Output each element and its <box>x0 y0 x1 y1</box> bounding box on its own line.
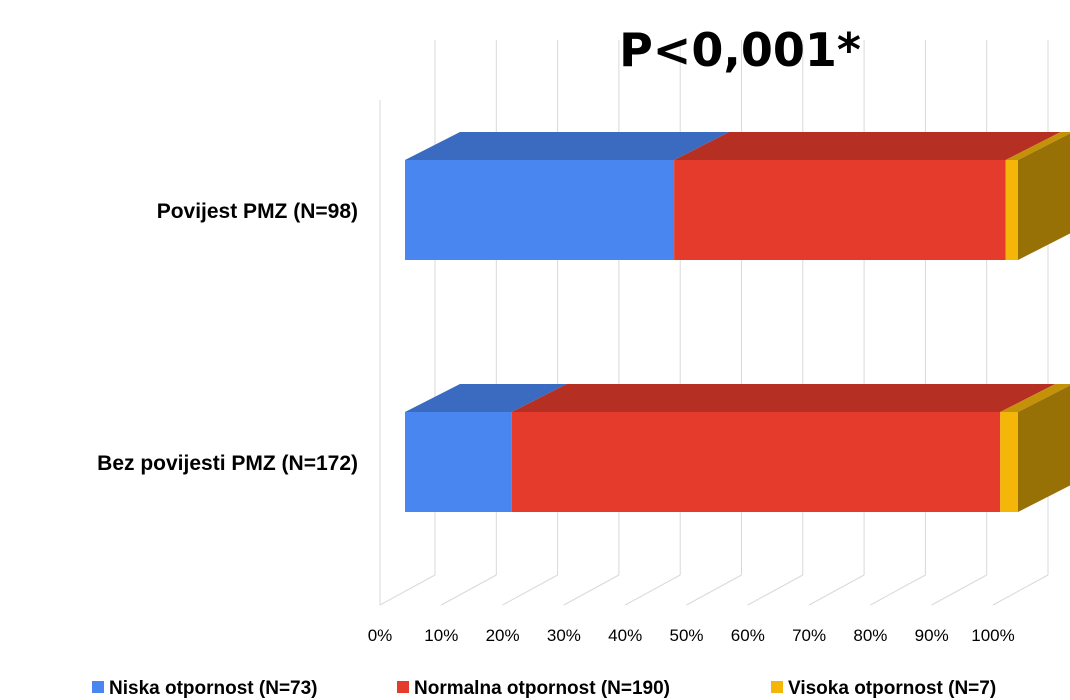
grid-floor-line <box>563 574 620 606</box>
legend: Niska otpornost (N=73) Normalna otpornost… <box>92 678 996 699</box>
x-tick-label: 50% <box>669 626 703 645</box>
x-tick-label: 20% <box>486 626 520 645</box>
bar-segment-top <box>511 384 1056 412</box>
legend-swatch <box>92 681 104 693</box>
bar-segment <box>405 412 512 512</box>
legend-label: Niska otpornost (N=73) <box>109 678 318 699</box>
grid-floor-line <box>870 574 926 606</box>
grid-floor-line <box>931 574 987 606</box>
legend-item: Normalna otpornost (N=190) <box>397 678 670 699</box>
category-labels: Povijest PMZ (N=98) Bez povijesti PMZ (N=… <box>97 200 358 475</box>
bar-segment-top <box>1000 384 1070 412</box>
bar-segment <box>511 412 1001 512</box>
legend-label: Normalna otpornost (N=190) <box>414 678 670 699</box>
grid-floor-line <box>686 574 742 606</box>
x-tick-label: 0% <box>368 626 393 645</box>
x-tick-label: 80% <box>853 626 887 645</box>
grid-floor-line <box>502 574 558 606</box>
grid-floor-line <box>747 574 804 606</box>
bars <box>405 132 1070 512</box>
grid-floor-line <box>992 574 1049 606</box>
category-label: Bez povijesti PMZ (N=172) <box>97 452 358 475</box>
bar-segment-top <box>405 132 730 160</box>
x-tick-label: 30% <box>547 626 581 645</box>
legend-swatch <box>771 681 783 693</box>
legend-item: Visoka otpornost (N=7) <box>771 678 996 699</box>
legend-label: Visoka otpornost (N=7) <box>788 678 996 699</box>
bar-segment <box>1005 160 1018 260</box>
bar-segment-top <box>405 384 567 412</box>
bar-segment-side <box>1018 385 1070 512</box>
bar-segment-side <box>1018 133 1070 260</box>
bar-segment <box>405 160 675 260</box>
x-tick-label: 90% <box>915 626 949 645</box>
grid-floor-line <box>379 574 436 606</box>
bar-segment <box>674 160 1006 260</box>
legend-item: Niska otpornost (N=73) <box>92 678 318 699</box>
bar-segment <box>1000 412 1018 512</box>
grid-floor-line <box>624 574 681 606</box>
grid-floor-line <box>441 574 497 606</box>
x-tick-label: 40% <box>608 626 642 645</box>
x-tick-label: 100% <box>971 626 1014 645</box>
bar-segment-top <box>674 132 1061 160</box>
legend-swatch <box>397 681 409 693</box>
grid-floor-line <box>808 574 865 606</box>
grid <box>379 40 1049 606</box>
x-tick-labels: 0% 10% 20% 30% 40% 50% 60% 70% 80% 90% 100% <box>368 626 1015 645</box>
x-tick-label: 60% <box>731 626 765 645</box>
chart-title: P<0,001* <box>619 23 861 77</box>
x-tick-label: 70% <box>792 626 826 645</box>
category-label: Povijest PMZ (N=98) <box>157 200 358 223</box>
x-tick-label: 10% <box>424 626 458 645</box>
bar-segment-top <box>1005 132 1070 160</box>
